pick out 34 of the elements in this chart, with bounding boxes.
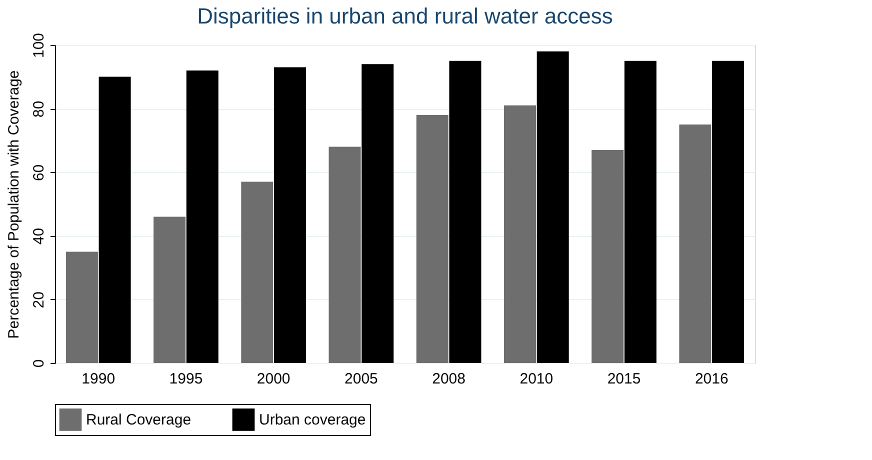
y-tick-label: 0 — [30, 359, 48, 368]
bar — [98, 76, 131, 363]
y-tick-label: 80 — [30, 100, 48, 118]
bar — [186, 70, 218, 363]
bar — [449, 60, 482, 363]
x-tick-label: 1990 — [82, 370, 116, 388]
bar — [241, 182, 274, 363]
bar — [416, 114, 448, 363]
x-tick-label: 2015 — [607, 370, 641, 388]
bar — [362, 64, 394, 363]
bar — [679, 124, 712, 363]
x-tick-label: 2010 — [520, 370, 554, 388]
x-tick-label: 1995 — [169, 370, 203, 388]
legend-label: Urban coverage — [259, 412, 366, 429]
y-tick-label: 20 — [30, 292, 48, 308]
bar — [504, 105, 536, 363]
bar — [536, 51, 569, 363]
y-tick-label: 40 — [30, 228, 48, 245]
bar — [592, 150, 624, 363]
bar — [624, 60, 656, 363]
x-tick-label: 2000 — [256, 370, 290, 388]
bar — [712, 60, 744, 363]
x-tick-label: 2005 — [344, 370, 378, 388]
y-axis-title: Percentage of Population with Coverage — [6, 70, 22, 339]
bar — [66, 252, 98, 363]
chart-title: Disparities in urban and rural water access — [197, 3, 613, 28]
legend-label: Rural Coverage — [86, 412, 192, 429]
bar — [274, 67, 306, 363]
x-tick-label: 2008 — [432, 370, 466, 388]
x-tick-label: 2016 — [694, 370, 728, 388]
y-tick-label: 60 — [30, 164, 48, 182]
bar — [328, 146, 361, 363]
y-tick-label: 100 — [30, 32, 48, 58]
bar — [154, 216, 186, 363]
